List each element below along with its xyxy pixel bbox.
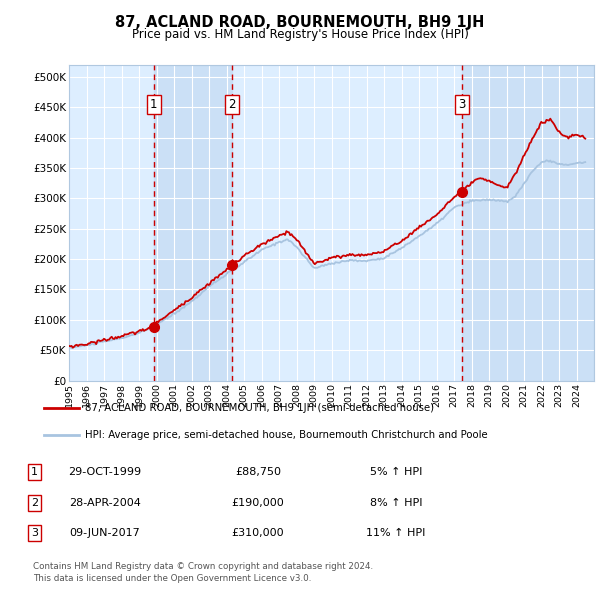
Text: 3: 3: [31, 529, 38, 538]
Text: 2: 2: [229, 98, 236, 111]
Text: 28-APR-2004: 28-APR-2004: [69, 498, 141, 507]
Text: 1: 1: [31, 467, 38, 477]
Bar: [462, 65, 594, 381]
Text: Price paid vs. HM Land Registry's House Price Index (HPI): Price paid vs. HM Land Registry's House …: [131, 28, 469, 41]
Text: 29-OCT-1999: 29-OCT-1999: [68, 467, 142, 477]
Text: HPI: Average price, semi-detached house, Bournemouth Christchurch and Poole: HPI: Average price, semi-detached house,…: [85, 430, 487, 440]
Text: 3: 3: [458, 98, 466, 111]
Text: 2: 2: [31, 498, 38, 507]
Text: 87, ACLAND ROAD, BOURNEMOUTH, BH9 1JH (semi-detached house): 87, ACLAND ROAD, BOURNEMOUTH, BH9 1JH (s…: [85, 404, 434, 414]
Text: £190,000: £190,000: [232, 498, 284, 507]
Text: 11% ↑ HPI: 11% ↑ HPI: [367, 529, 425, 538]
Text: Contains HM Land Registry data © Crown copyright and database right 2024.
This d: Contains HM Land Registry data © Crown c…: [33, 562, 373, 583]
Text: 87, ACLAND ROAD, BOURNEMOUTH, BH9 1JH: 87, ACLAND ROAD, BOURNEMOUTH, BH9 1JH: [115, 15, 485, 30]
Text: £88,750: £88,750: [235, 467, 281, 477]
Text: 8% ↑ HPI: 8% ↑ HPI: [370, 498, 422, 507]
Text: 09-JUN-2017: 09-JUN-2017: [70, 529, 140, 538]
Text: 5% ↑ HPI: 5% ↑ HPI: [370, 467, 422, 477]
Bar: [154, 65, 232, 381]
Text: 1: 1: [150, 98, 157, 111]
Text: £310,000: £310,000: [232, 529, 284, 538]
